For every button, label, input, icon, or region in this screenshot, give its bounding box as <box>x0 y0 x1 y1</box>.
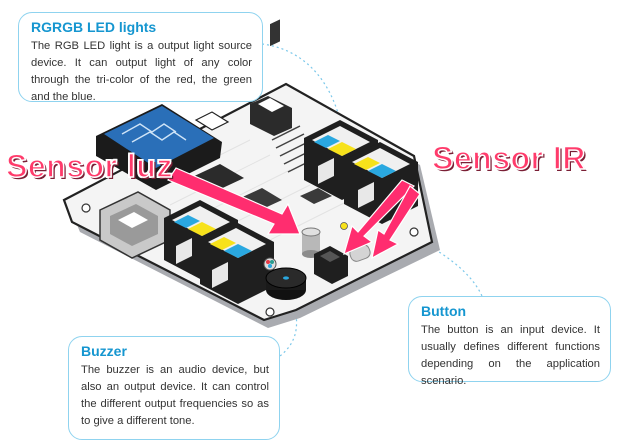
callout-rgb-led-title: RGRGB LED lights <box>31 19 157 35</box>
power-switch <box>250 96 292 136</box>
usb-port <box>99 191 171 259</box>
mounting-hole <box>409 227 419 237</box>
leader-line-buzzer <box>279 289 298 357</box>
rj-port-bottom-right <box>200 222 274 304</box>
label-light-sensor: Sensor luz <box>5 147 173 185</box>
callout-buzzer-title: Buzzer <box>81 343 127 359</box>
callout-button-text: The button is an input device. It usuall… <box>421 324 600 387</box>
bluetooth-module <box>96 104 230 190</box>
leader-line-button <box>399 229 483 297</box>
callout-button-title: Button <box>421 303 467 319</box>
callout-rgb-led-text: The RGB LED light is a output light sour… <box>31 40 252 103</box>
status-led <box>340 222 348 230</box>
arrow-ir-sensor-2 <box>371 185 421 260</box>
arrows <box>167 167 421 260</box>
arrow-light-sensor <box>167 167 301 235</box>
push-button <box>314 246 348 284</box>
rj-port-top-right <box>344 142 418 224</box>
buzzer <box>265 267 307 300</box>
callout-button: Button The button is an input device. It… <box>408 296 611 387</box>
callout-rgb-led: RGRGB LED lights The RGB LED light is a … <box>18 12 263 103</box>
callout-buzzer: Buzzer The buzzer is an audio device, bu… <box>68 336 280 440</box>
mounting-hole <box>265 307 275 317</box>
label-ir-sensor: Sensor IR <box>431 139 586 177</box>
callout-buzzer-text: The buzzer is an audio device, but also … <box>81 364 269 427</box>
rgb-led <box>263 257 277 271</box>
mounting-hole <box>81 203 91 213</box>
